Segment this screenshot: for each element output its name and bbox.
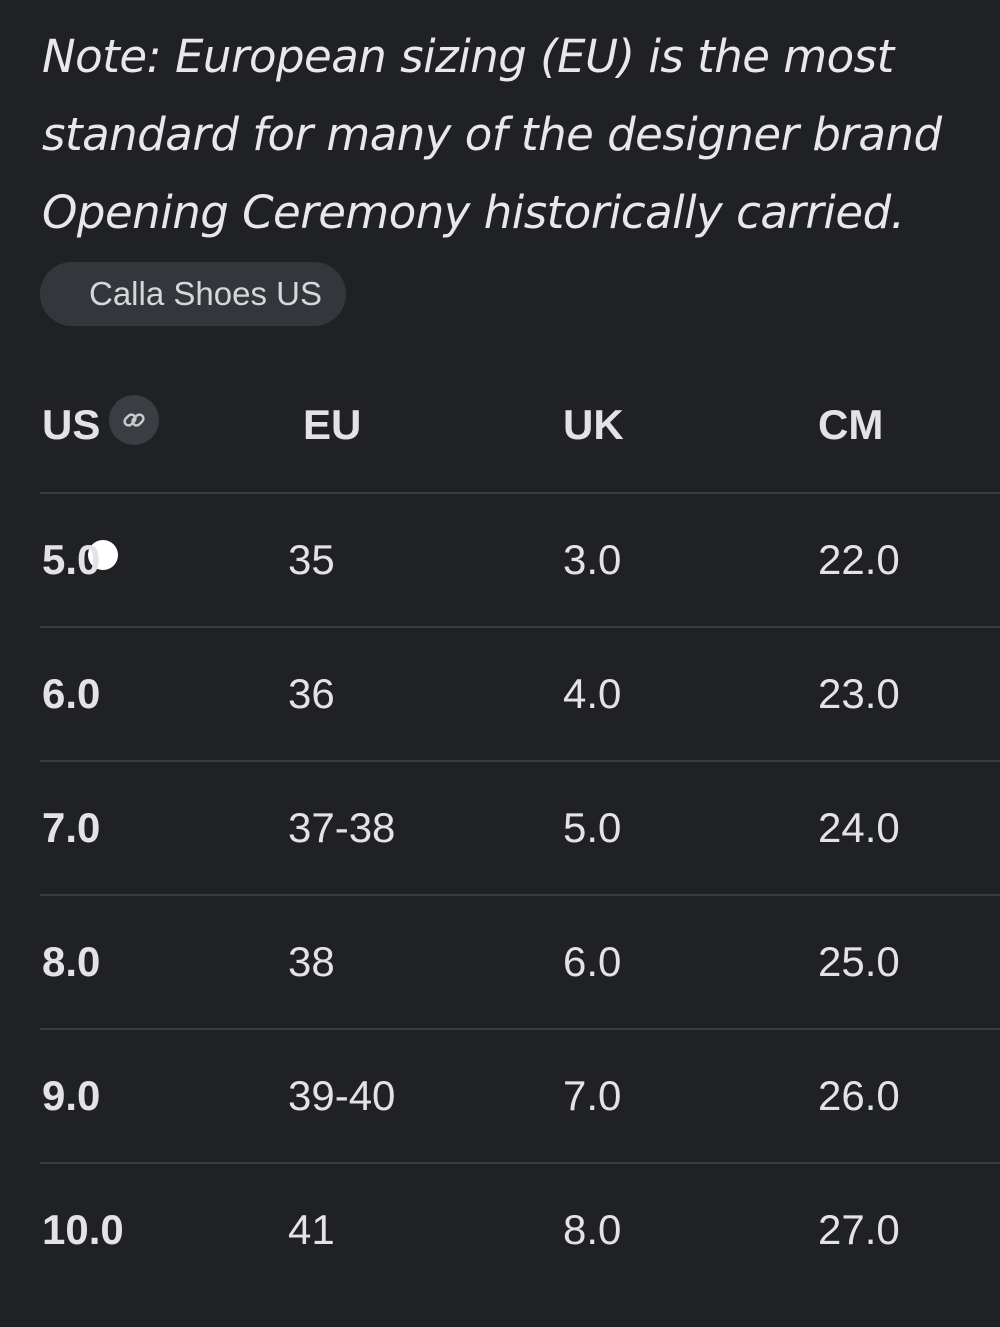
row-divider — [40, 492, 1000, 494]
table-cell: 6.0 — [563, 938, 622, 985]
row-divider — [40, 894, 1000, 896]
table-cell: 10.0 — [42, 1206, 124, 1253]
table-cell: 22.0 — [818, 536, 900, 583]
table-cell: 9.0 — [42, 1072, 101, 1119]
table-cell: 25.0 — [818, 938, 900, 985]
table-cell: 37-38 — [288, 804, 396, 851]
row-divider — [40, 626, 1000, 628]
note-line: standard for many of the designer brand — [42, 108, 942, 161]
table-cell: 6.0 — [42, 670, 101, 717]
table-cell: 27.0 — [818, 1206, 900, 1253]
table-cell: 8.0 — [563, 1206, 622, 1253]
note-line: Note: European sizing (EU) is the most — [42, 30, 894, 83]
table-cell: 5.0 — [42, 536, 101, 583]
table-cell: 24.0 — [818, 804, 900, 851]
link-button[interactable] — [109, 395, 159, 445]
table-cell: 7.0 — [42, 804, 101, 851]
table-cell: 26.0 — [818, 1072, 900, 1119]
table-cell: 23.0 — [818, 670, 900, 717]
table-cell: 36 — [288, 670, 335, 717]
source-label[interactable]: Calla Shoes US — [89, 275, 322, 312]
column-header: EU — [303, 401, 362, 448]
row-divider — [40, 1028, 1000, 1030]
table-cell: 39-40 — [288, 1072, 396, 1119]
table-cell: 3.0 — [563, 536, 622, 583]
table-cell: 7.0 — [563, 1072, 622, 1119]
note-line: Opening Ceremony historically carried. — [42, 186, 905, 239]
source-icon — [88, 540, 118, 570]
column-header: US — [42, 401, 101, 448]
column-header: UK — [563, 401, 624, 448]
table-cell: 38 — [288, 938, 335, 985]
note: Note: European sizing (EU) is the most s… — [42, 18, 1000, 252]
row-divider — [40, 1162, 1000, 1164]
table-cell: 41 — [288, 1206, 335, 1253]
column-header: CM — [818, 401, 884, 448]
table-cell: 4.0 — [563, 670, 622, 717]
table-cell: 35 — [288, 536, 335, 583]
link-icon — [123, 413, 145, 427]
table-cell: 5.0 — [563, 804, 622, 851]
row-divider — [40, 760, 1000, 762]
table-cell: 8.0 — [42, 938, 101, 985]
